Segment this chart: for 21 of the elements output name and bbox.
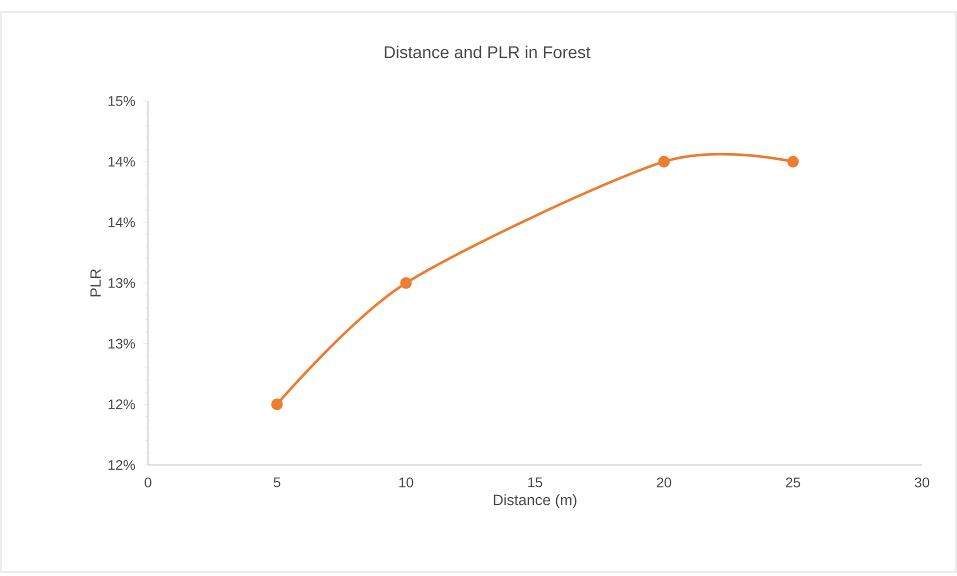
- y-tick-label: 13%: [108, 338, 135, 349]
- point: [787, 156, 799, 168]
- x-tick-label: 5: [274, 478, 280, 488]
- point: [658, 156, 670, 168]
- y-axis-title: PLR: [90, 269, 101, 296]
- y-tick-label: 13%: [108, 278, 135, 288]
- x-tick-label: 25: [786, 478, 800, 488]
- point: [400, 277, 412, 289]
- y-tick-label: 15%: [108, 96, 135, 106]
- chart-title: Distance and PLR in Forest: [384, 46, 590, 58]
- y-tick-label: 14%: [108, 156, 135, 167]
- x-tick-label: 10: [399, 478, 414, 488]
- x-axis-title: Distance (m): [494, 494, 576, 508]
- point: [271, 398, 283, 410]
- x-tick-label: 30: [914, 478, 930, 488]
- y-tick-label: 14%: [108, 217, 135, 228]
- y-tick-label: 12%: [108, 399, 135, 410]
- y-tick-label: 12%: [108, 460, 135, 470]
- x-tick-label: 0: [144, 478, 152, 488]
- x-tick-label: 15: [528, 478, 542, 488]
- x-tick-label: 20: [656, 478, 672, 488]
